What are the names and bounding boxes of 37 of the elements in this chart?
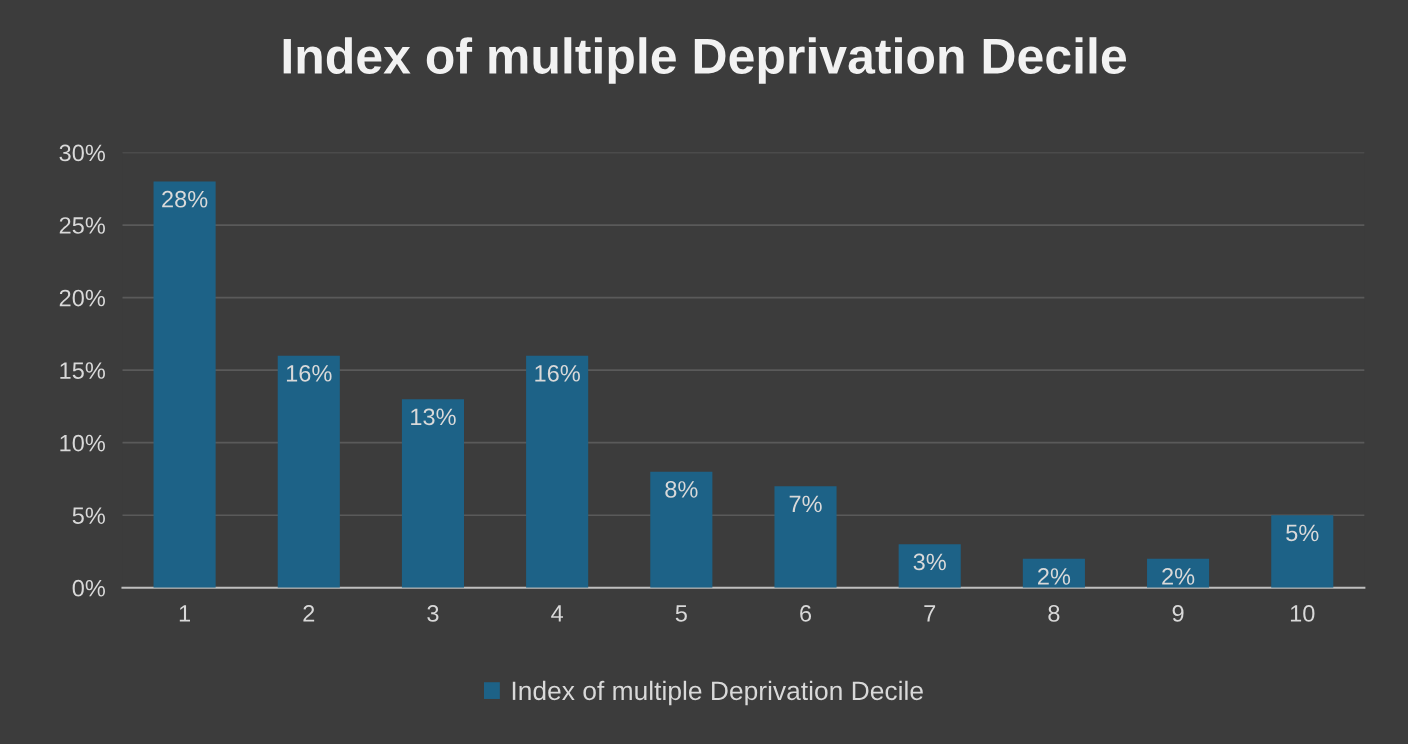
- data-label: 2%: [1038, 568, 1071, 585]
- x-tick-label: 5: [675, 605, 687, 622]
- x-tick-label: 8: [1048, 605, 1060, 622]
- y-tick-label: 25%: [59, 217, 105, 234]
- x-tick-label: 1: [179, 605, 190, 622]
- x-tick-label: 10: [1290, 605, 1315, 622]
- bar: [401, 399, 465, 588]
- y-tick-label: 20%: [59, 289, 105, 307]
- chart-title: Index of multiple Deprivation Decile: [283, 37, 1127, 84]
- data-label: 7%: [789, 495, 822, 513]
- y-tick-label: 15%: [60, 362, 105, 379]
- data-label: 28%: [162, 190, 208, 208]
- x-tick-label: 2: [303, 605, 315, 622]
- bar: [774, 486, 837, 588]
- data-label: 13%: [411, 408, 456, 426]
- data-label: 8%: [665, 481, 698, 498]
- data-label: 16%: [535, 364, 580, 382]
- bar: [526, 355, 589, 588]
- bar: [1271, 515, 1334, 588]
- bar: [153, 181, 216, 588]
- legend-label: Index of multiple Deprivation Decile: [512, 680, 923, 706]
- x-tick-label: 7: [924, 605, 936, 622]
- x-tick-label: 4: [551, 605, 564, 622]
- data-label: 2%: [1162, 568, 1195, 585]
- bar: [277, 355, 340, 588]
- y-tick-label: 10%: [60, 434, 105, 452]
- x-tick-label: 3: [427, 605, 439, 622]
- x-tick-label: 6: [800, 605, 812, 622]
- bar: [898, 544, 961, 588]
- data-label: 5%: [1286, 524, 1319, 542]
- y-tick-label: 0%: [72, 579, 105, 597]
- y-tick-label: 30%: [59, 144, 105, 162]
- bar: [650, 471, 713, 588]
- y-tick-label: 5%: [72, 507, 105, 525]
- data-label: 16%: [286, 364, 332, 382]
- data-label: 3%: [913, 553, 946, 571]
- x-tick-label: 9: [1172, 605, 1184, 622]
